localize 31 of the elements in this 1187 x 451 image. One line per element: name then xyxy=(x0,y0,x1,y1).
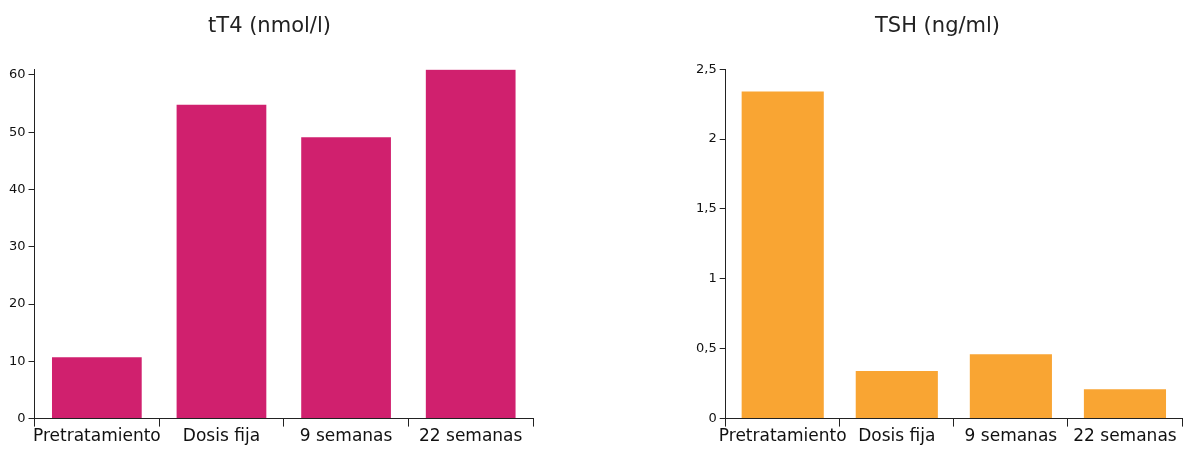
y-tick-label: 20 xyxy=(9,295,26,311)
chart-title: TSH (ng/ml) xyxy=(873,13,1001,38)
y-tick-label: 1,5 xyxy=(695,200,717,216)
y-tick-label: 50 xyxy=(9,123,26,139)
y-tick-label: 0 xyxy=(17,409,26,425)
x-tick-label: Dosis fija xyxy=(858,425,936,446)
bar xyxy=(301,137,391,419)
y-tick-label: 0,5 xyxy=(695,340,717,356)
bar xyxy=(425,69,516,419)
bar xyxy=(176,104,267,419)
y-tick-label: 30 xyxy=(9,238,26,254)
y-tick-label: 2,5 xyxy=(695,60,717,76)
x-tick-label: Dosis fija xyxy=(182,425,261,446)
x-tick-label: Pretratamiento xyxy=(718,425,847,446)
y-tick-label: 40 xyxy=(9,180,26,196)
x-tick-label: 22 semanas xyxy=(419,425,523,446)
x-tick-label: Pretratamiento xyxy=(32,425,161,446)
bar xyxy=(969,354,1052,419)
bar xyxy=(51,357,142,419)
bar xyxy=(1083,389,1167,419)
x-tick-label: 22 semanas xyxy=(1073,425,1177,446)
x-tick-label: 9 semanas xyxy=(299,425,393,446)
y-tick-label: 0 xyxy=(708,409,717,425)
y-tick-label: 1 xyxy=(708,270,717,286)
y-tick-label: 10 xyxy=(9,352,26,368)
bar xyxy=(741,91,824,419)
y-tick-label: 60 xyxy=(9,66,26,82)
bar xyxy=(855,371,938,419)
x-tick-label: 9 semanas xyxy=(964,425,1058,446)
chart-title: tT4 (nmol/l) xyxy=(208,13,331,38)
y-tick-label: 2 xyxy=(708,130,717,146)
